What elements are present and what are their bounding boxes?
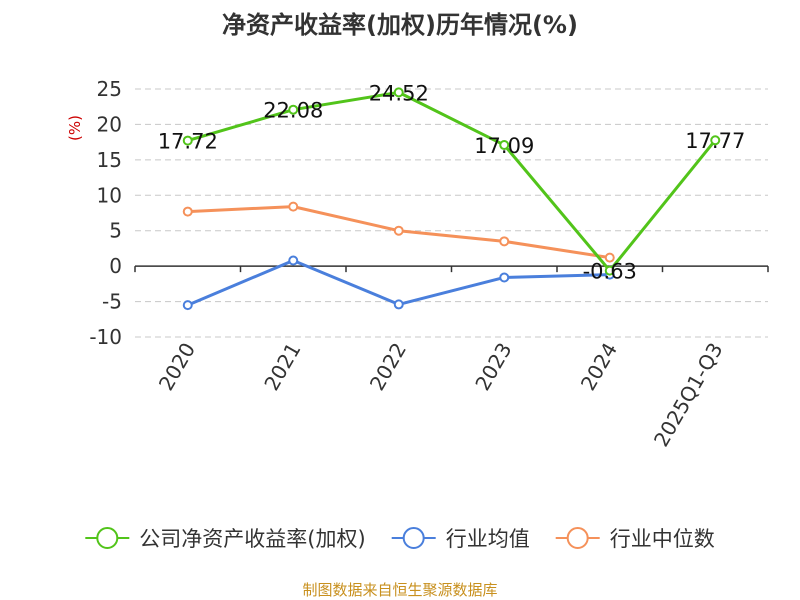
data-point [182,300,193,311]
y-tick-label: 20 [97,112,122,136]
series-points [182,87,721,311]
data-point [499,140,510,151]
data-label: -0.63 [583,260,637,284]
y-tick-label: -5 [102,290,122,314]
legend-label: 公司净资产收益率(加权) [139,527,365,551]
y-tick-label: 0 [109,254,122,278]
data-label: 17.77 [685,129,745,153]
data-point [499,236,510,247]
x-tick-label: 2022 [365,339,411,395]
x-axis: 2020 2021 2022 2023 2024 2025Q1-Q3 [134,265,769,451]
data-point [288,104,299,115]
legend-item[interactable]: 行业均值 [391,527,530,551]
legend-marker [566,527,589,549]
x-tick-label: 2021 [259,339,305,395]
chart-title: 净资产收益率(加权)历年情况(%) [222,11,578,39]
data-point [288,201,299,212]
data-point [182,206,193,217]
legend[interactable]: 公司净资产收益率(加权) 行业均值 行业中位数 [85,527,715,551]
x-tick-label: 2020 [154,339,200,395]
legend-label: 行业中位数 [610,527,715,551]
x-tick-label: 2024 [576,339,622,395]
data-label: 17.09 [474,134,534,158]
data-label: 24.52 [369,81,429,105]
legend-item[interactable]: 行业中位数 [555,527,715,551]
y-tick-label: -10 [89,325,122,349]
data-point [393,225,404,236]
gridlines [135,88,768,338]
y-tick-label: 25 [97,77,122,101]
legend-marker [96,527,119,549]
y-axis-ticks: 25 20 15 10 5 0 -5 -10 [89,77,122,349]
y-tick-label: 15 [97,148,122,172]
data-point [182,135,193,146]
x-tick-label: 2023 [470,339,516,395]
data-point [604,265,615,276]
data-labels: 17.72 22.08 24.52 17.09 -0.63 17.77 [158,81,746,283]
series-line [187,258,610,307]
legend-marker [402,527,425,549]
data-point [499,272,510,283]
y-axis-unit: (%) [66,115,84,141]
legend-label: 行业均值 [446,527,530,551]
data-label: 22.08 [263,99,323,123]
data-label: 17.72 [158,130,218,154]
legend-item[interactable]: 公司净资产收益率(加权) [85,527,366,551]
data-point [393,87,404,98]
y-tick-label: 10 [97,183,122,207]
y-tick-label: 5 [109,219,122,243]
series-line [187,90,717,273]
source-note: 制图数据来自恒生聚源数据库 [302,581,497,599]
data-point [288,255,299,266]
data-point [710,135,721,146]
data-point [604,252,615,263]
x-tick-label: 2025Q1-Q3 [649,339,728,451]
data-point [393,299,404,310]
